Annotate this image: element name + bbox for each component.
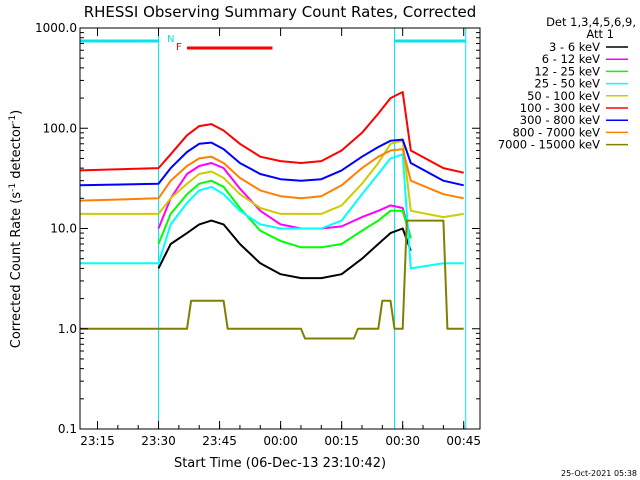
x-tick-label: 23:30 [141,434,176,448]
legend-label: 7000 - 15000 keV [498,138,600,152]
x-axis: 23:15 23:30 23:45 00:00 00:15 00:30 00:45 [80,28,481,448]
y-tick-label: 1.0 [58,322,77,336]
legend-label: 800 - 7000 keV [512,125,600,139]
x-tick-label: 00:45 [446,434,481,448]
y-tick-label: 1000.0 [35,21,77,35]
y-tick-label: 100.0 [43,121,77,135]
x-tick-label: 00:15 [324,434,359,448]
footer-timestamp: 25-Oct-2021 05:38 [561,469,637,478]
plot-area: NF [79,28,467,429]
series-line-7 [79,148,464,202]
x-axis-label: Start Time (06-Dec-13 23:10:42) [174,456,386,471]
y-axis: 0.1 1.0 10.0 100.0 1000.0 [35,21,480,436]
x-tick-label: 23:15 [80,434,115,448]
chart-title: RHESSI Observing Summary Count Rates, Co… [84,3,477,21]
y-axis-label: Corrected Count Rate (s-1 detector-1) [8,110,24,348]
series-line-0 [157,219,412,280]
y-tick-label: 10.0 [50,222,77,236]
legend-label: 300 - 800 keV [520,113,600,127]
legend-label: 25 - 50 keV [534,77,600,91]
marker-label-f: F [176,42,182,53]
y-tick-label: 0.1 [58,422,77,436]
series-line-2 [157,179,412,249]
marker-label-n: N [167,34,174,45]
series-line-3 [80,153,464,270]
x-tick-label: 00:30 [385,434,420,448]
series-line-1 [157,162,412,239]
legend-header-line2: Att 1 [586,27,614,41]
legend-label: 6 - 12 keV [542,52,600,66]
legend-label: 50 - 100 keV [527,89,600,103]
legend-header-line1: Det 1,3,4,5,6,9, [546,15,636,29]
series-line-6 [79,138,464,187]
legend-label: 12 - 25 keV [534,64,600,78]
x-tick-label: 23:45 [202,434,237,448]
series-line-8 [80,219,464,340]
legend-label: 100 - 300 keV [520,101,600,115]
legend-label: 3 - 6 keV [549,40,600,54]
x-tick-label: 00:00 [263,434,298,448]
series-line-4 [80,139,464,219]
series-line-5 [79,91,464,174]
